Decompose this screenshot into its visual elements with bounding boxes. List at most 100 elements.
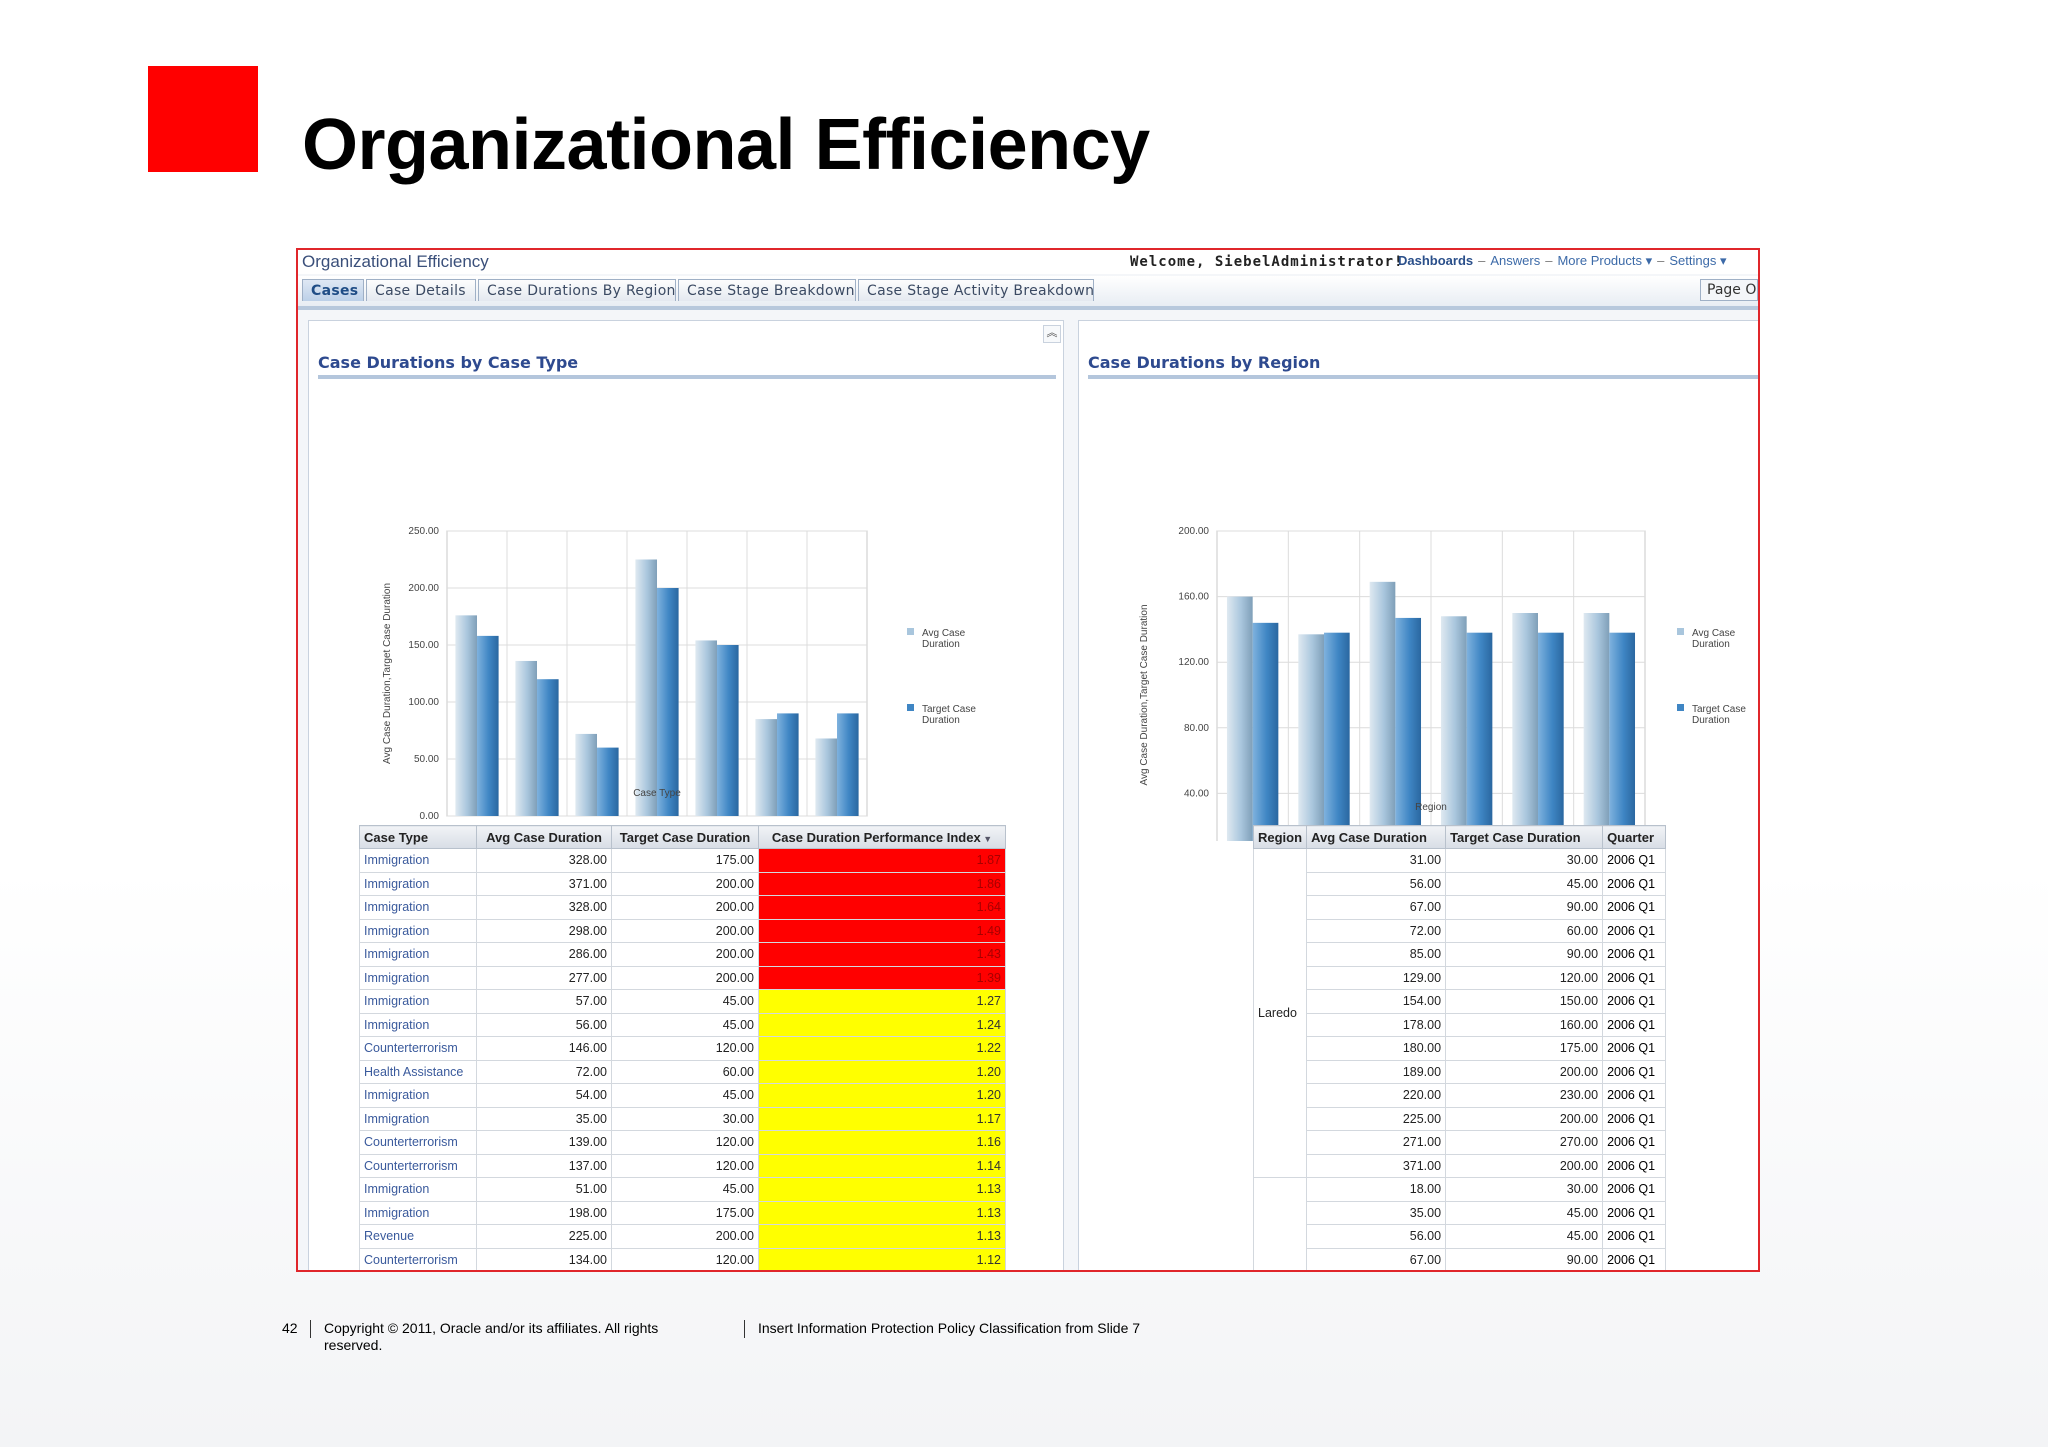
column-header-avg-case-duration[interactable]: Avg Case Duration xyxy=(1306,825,1447,849)
column-header-region[interactable]: Region xyxy=(1252,825,1308,849)
performance-index-cell: 1.86 xyxy=(758,871,1006,896)
case-type-link[interactable]: Immigration xyxy=(359,942,477,967)
column-header-case-duration-performance-index[interactable]: Case Duration Performance Index ▼ xyxy=(758,825,1006,849)
sort-descending-icon[interactable]: ▼ xyxy=(980,833,993,844)
performance-index-cell: 1.27 xyxy=(758,989,1006,1014)
column-header-avg-case-duration[interactable]: Avg Case Duration xyxy=(476,825,612,849)
table-row: 225.00 200.00 2006 Q1 xyxy=(1254,1106,1667,1131)
target-case-duration-cell: 200.00 xyxy=(611,871,759,896)
bar-avg-case-duration-laredo xyxy=(1226,596,1253,841)
more-products-menu[interactable]: More Products xyxy=(1557,253,1643,268)
avg-case-duration-cell: 56.00 xyxy=(1306,1224,1447,1249)
avg-case-duration-cell: 35.00 xyxy=(476,1106,612,1131)
case-type-link[interactable]: Immigration xyxy=(359,965,477,990)
page-options-button[interactable]: Page O xyxy=(1700,279,1758,301)
page-number: 42 xyxy=(282,1320,298,1336)
quarter-cell: 2006 Q1 xyxy=(1602,848,1667,873)
column-header-quarter[interactable]: Quarter xyxy=(1602,825,1667,849)
column-header-target-case-duration[interactable]: Target Case Duration xyxy=(1445,825,1604,849)
avg-case-duration-cell: 189.00 xyxy=(1306,1059,1447,1084)
bar-target-case-duration-san-diego xyxy=(1538,632,1564,841)
legend-label: Avg Case xyxy=(922,628,966,639)
target-case-duration-cell: 45.00 xyxy=(1445,1224,1604,1249)
case-type-link[interactable]: Revenue xyxy=(359,1224,477,1249)
legend-swatch xyxy=(907,628,914,635)
case-type-link[interactable]: Immigration xyxy=(359,1083,477,1108)
table-row: Immigration 51.00 45.00 1.13 xyxy=(359,1177,1006,1202)
bar-target-case-duration-counterterrorism xyxy=(537,679,559,816)
case-type-link[interactable]: Immigration xyxy=(359,895,477,920)
table-row: Counterterrorism 134.00 120.00 1.12 xyxy=(359,1247,1006,1270)
y-tick-label: 120.00 xyxy=(1178,657,1209,668)
table-row: 180.00 175.00 2006 Q1 xyxy=(1254,1036,1667,1061)
target-case-duration-cell: 120.00 xyxy=(611,1036,759,1061)
case-type-link[interactable]: Counterterrorism xyxy=(359,1130,477,1155)
target-case-duration-cell: 175.00 xyxy=(611,1200,759,1225)
target-case-duration-cell: 200.00 xyxy=(611,1224,759,1249)
quarter-cell: 2006 Q1 xyxy=(1602,1153,1667,1178)
tab-case-details[interactable]: Case Details xyxy=(366,279,476,301)
performance-index-cell: 1.17 xyxy=(758,1106,1006,1131)
dashboards-link[interactable]: Dashboards xyxy=(1398,253,1474,268)
target-case-duration-cell: 200.00 xyxy=(1445,1059,1604,1084)
table-row: 271.00 270.00 2006 Q1 xyxy=(1254,1130,1667,1155)
avg-case-duration-cell: 51.00 xyxy=(476,1177,612,1202)
case-type-link[interactable]: Immigration xyxy=(359,1200,477,1225)
answers-link[interactable]: Answers xyxy=(1490,253,1541,268)
quarter-cell: 2006 Q1 xyxy=(1602,989,1667,1014)
quarter-cell: 2006 Q1 xyxy=(1602,1247,1667,1270)
chevron-down-icon[interactable]: ▾ xyxy=(1642,253,1653,268)
case-type-link[interactable]: Counterterrorism xyxy=(359,1247,477,1270)
tab-case-stage-breakdown[interactable]: Case Stage Breakdown xyxy=(678,279,856,301)
tab-cases[interactable]: Cases xyxy=(302,279,364,301)
case-type-link[interactable]: Immigration xyxy=(359,1177,477,1202)
avg-case-duration-cell: 56.00 xyxy=(476,1012,612,1037)
avg-case-duration-cell: 57.00 xyxy=(476,989,612,1014)
y-tick-label: 160.00 xyxy=(1178,592,1209,603)
tab-case-durations-by-region[interactable]: Case Durations By Region xyxy=(478,279,676,301)
table-row: Immigration 35.00 30.00 1.17 xyxy=(359,1106,1006,1131)
avg-case-duration-cell: 67.00 xyxy=(1306,895,1447,920)
table-row: Immigration 54.00 45.00 1.20 xyxy=(359,1083,1006,1108)
case-type-link[interactable]: Health Assistance xyxy=(359,1059,477,1084)
target-case-duration-cell: 200.00 xyxy=(1445,1153,1604,1178)
quarter-cell: 2006 Q1 xyxy=(1602,1130,1667,1155)
column-header-target-case-duration[interactable]: Target Case Duration xyxy=(611,825,759,849)
performance-index-cell: 1.16 xyxy=(758,1130,1006,1155)
case-type-link[interactable]: Immigration xyxy=(359,871,477,896)
copyright-text: Copyright © 2011, Oracle and/or its affi… xyxy=(324,1320,659,1353)
target-case-duration-cell: 200.00 xyxy=(611,942,759,967)
case-type-link[interactable]: Immigration xyxy=(359,1106,477,1131)
quarter-cell: 2006 Q1 xyxy=(1602,1059,1667,1084)
avg-case-duration-cell: 286.00 xyxy=(476,942,612,967)
bar-target-case-duration-fraud xyxy=(777,713,799,816)
table-row: Counterterrorism 137.00 120.00 1.14 xyxy=(359,1153,1006,1178)
chevron-down-icon[interactable]: ▾ xyxy=(1716,253,1727,268)
dashboard-title: Organizational Efficiency xyxy=(302,252,489,271)
case-type-link[interactable]: Immigration xyxy=(359,918,477,943)
collapse-icon[interactable]: ︽ xyxy=(1043,325,1061,343)
avg-case-duration-cell: 35.00 xyxy=(1306,1200,1447,1225)
table-row: 72.00 60.00 2006 Q1 xyxy=(1254,918,1667,943)
case-type-link[interactable]: Counterterrorism xyxy=(359,1036,477,1061)
avg-case-duration-cell: 277.00 xyxy=(476,965,612,990)
case-type-table: Case Type Avg Case Duration Target Case Du… xyxy=(359,825,1006,1270)
target-case-duration-cell: 175.00 xyxy=(1445,1036,1604,1061)
avg-case-duration-cell: 371.00 xyxy=(476,871,612,896)
case-type-link[interactable]: Immigration xyxy=(359,848,477,873)
target-case-duration-cell: 60.00 xyxy=(1445,918,1604,943)
case-type-link[interactable]: Counterterrorism xyxy=(359,1153,477,1178)
bar-target-case-duration-health-assistance xyxy=(597,747,619,816)
tab-case-stage-activity-breakdown[interactable]: Case Stage Activity Breakdown xyxy=(858,279,1094,301)
target-case-duration-cell: 30.00 xyxy=(1445,848,1604,873)
quarter-cell: 2006 Q1 xyxy=(1602,1106,1667,1131)
performance-index-cell: 1.64 xyxy=(758,895,1006,920)
performance-index-cell: 1.87 xyxy=(758,848,1006,873)
table-row: 85.00 90.00 2006 Q1 xyxy=(1254,942,1667,967)
case-type-link[interactable]: Immigration xyxy=(359,989,477,1014)
y-axis-label: Avg Case Duration,Target Case Duration xyxy=(1139,604,1150,785)
legend-label: Avg Case xyxy=(1692,628,1736,639)
case-type-link[interactable]: Immigration xyxy=(359,1012,477,1037)
settings-menu[interactable]: Settings xyxy=(1669,253,1717,268)
column-header-case-type[interactable]: Case Type xyxy=(359,825,477,849)
